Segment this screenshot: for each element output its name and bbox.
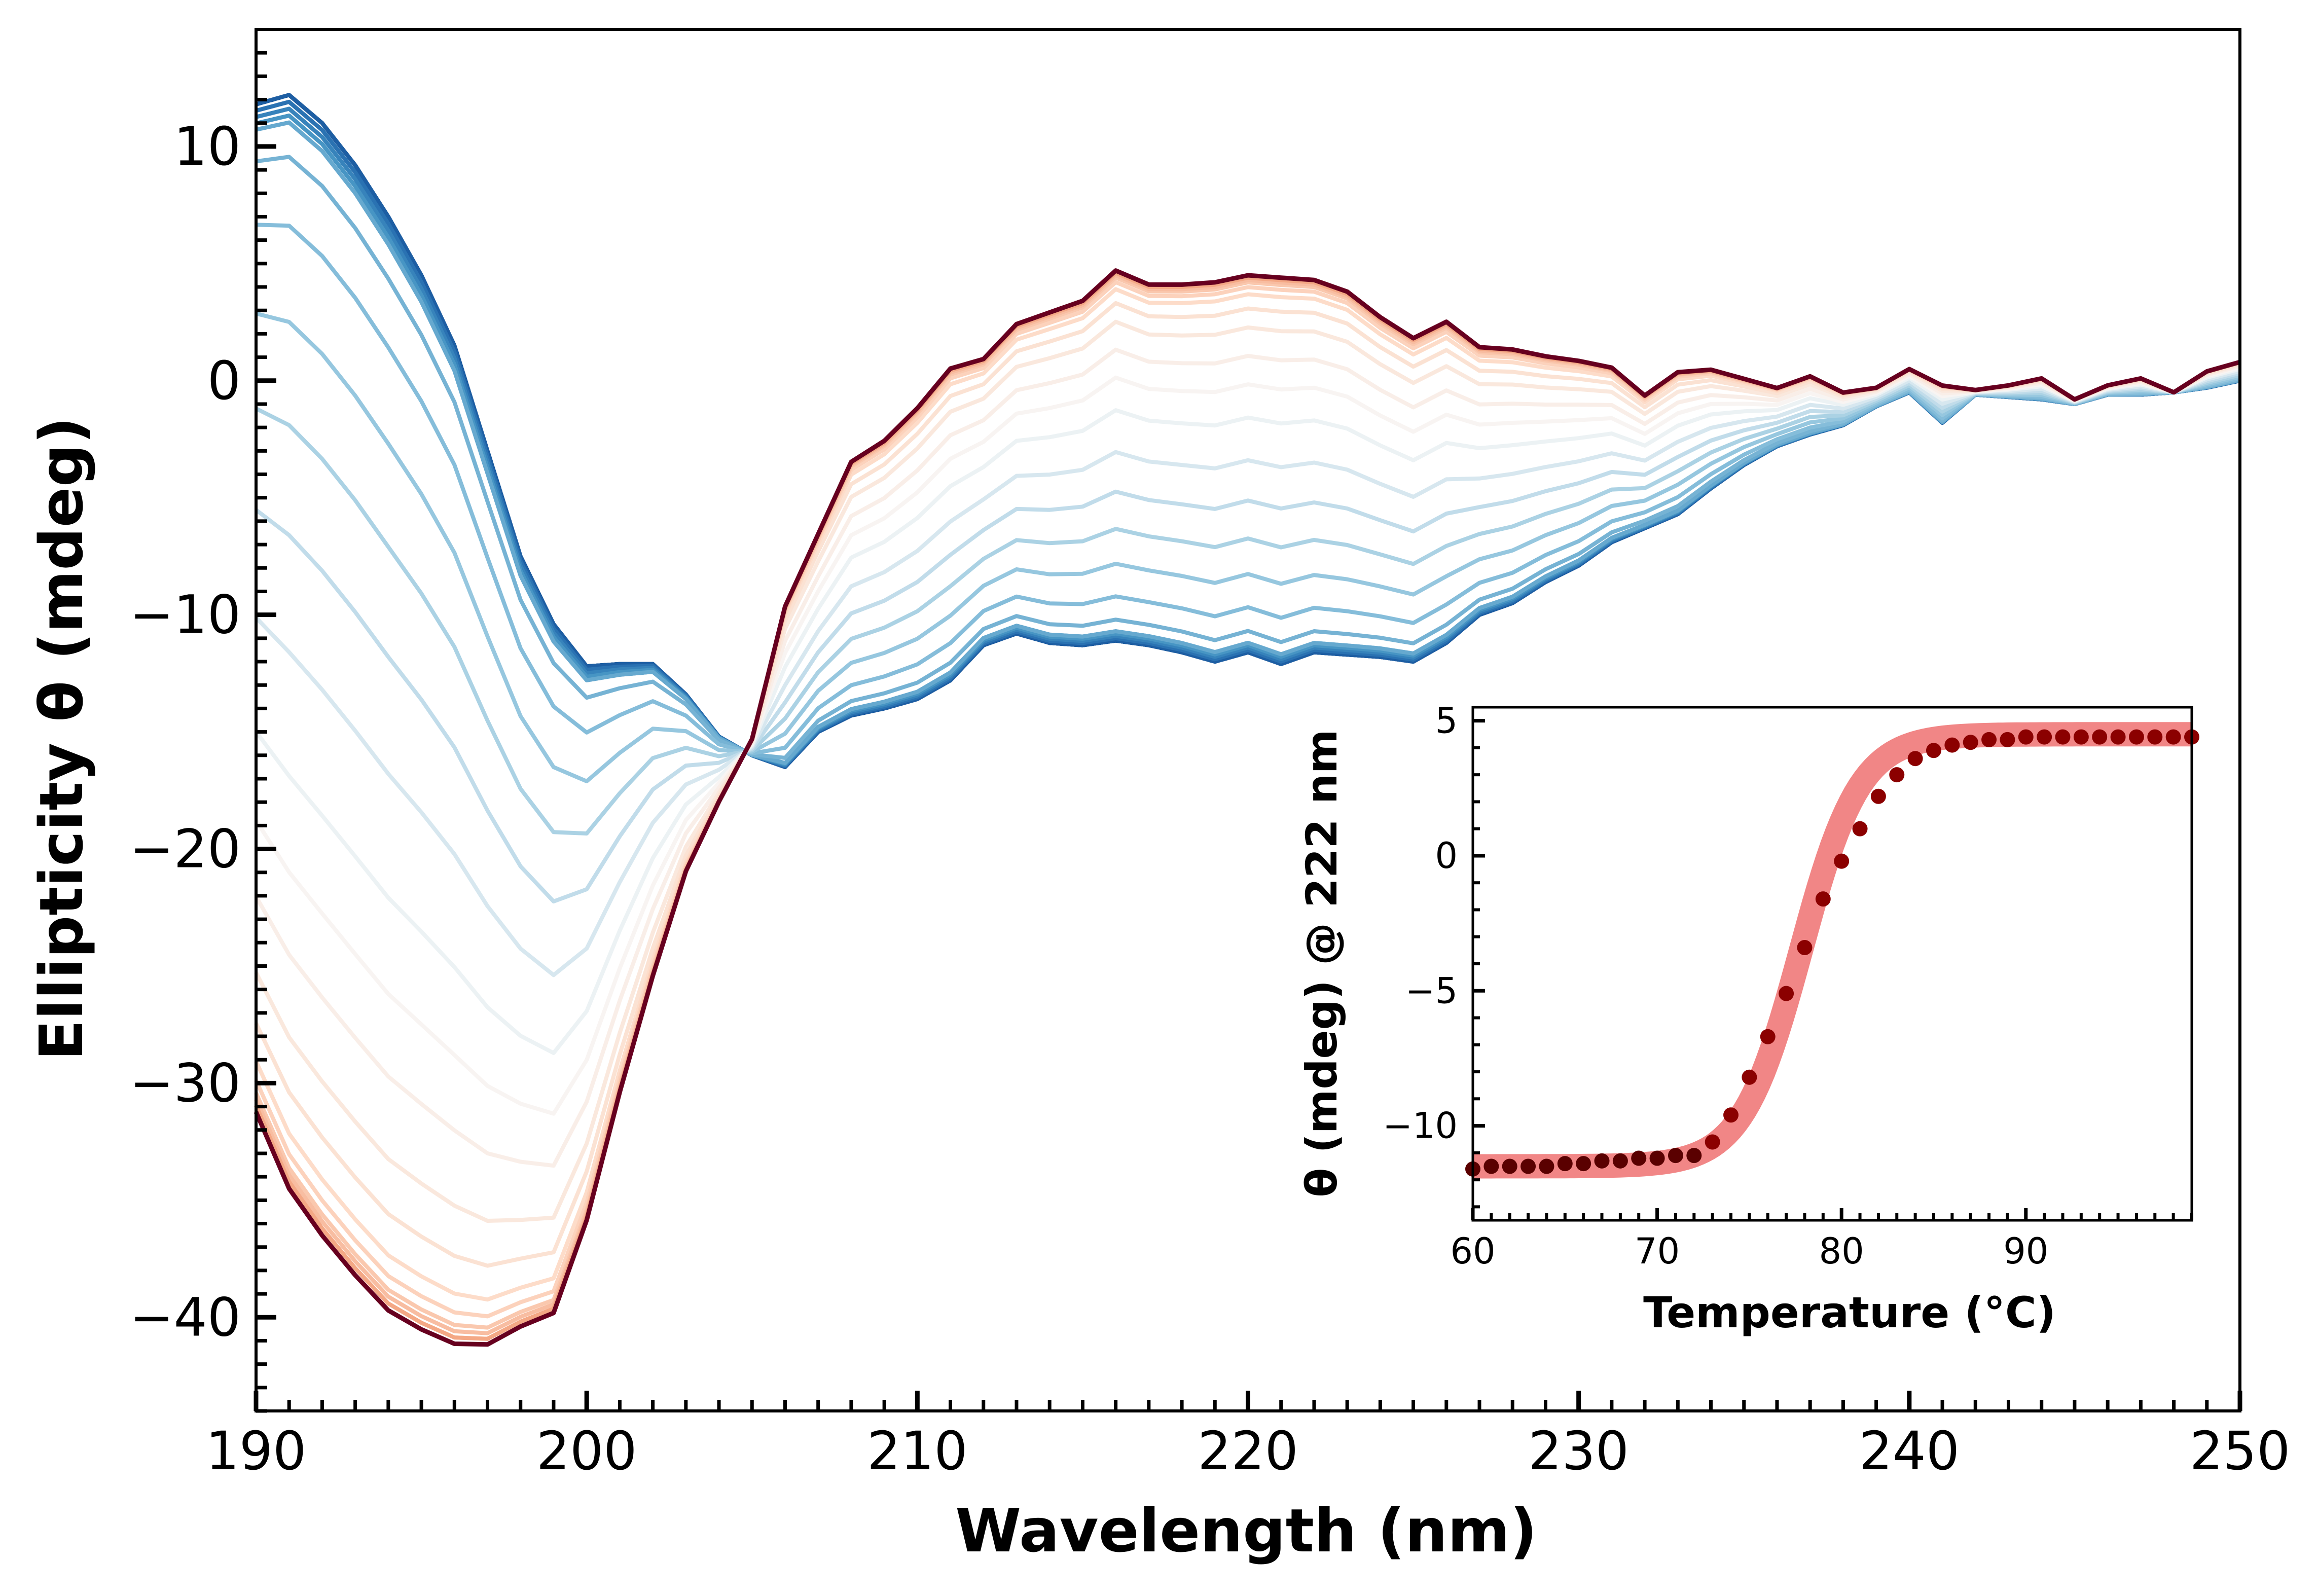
melt-point-62c <box>1502 1158 1517 1174</box>
main-x-tick-label: 210 <box>867 1420 968 1482</box>
melt-point-71c <box>1668 1148 1683 1164</box>
spectrum-line-78c <box>255 369 2240 977</box>
inset-y-tick-label: 5 <box>1435 700 1458 742</box>
melt-point-85c <box>1926 743 1941 758</box>
melt-point-91c <box>2037 729 2052 745</box>
main-plot-curves <box>254 93 2241 1347</box>
melt-point-74c <box>1723 1107 1739 1123</box>
melt-point-92c <box>2055 729 2071 745</box>
melt-point-95c <box>2110 729 2126 745</box>
melt-point-83c <box>1889 767 1905 783</box>
melt-point-81c <box>1852 821 1868 837</box>
melt-point-80c <box>1834 853 1850 869</box>
inset-x-tick-label: 60 <box>1450 1230 1495 1272</box>
spectrum-line-67c <box>256 106 2240 767</box>
melt-point-61c <box>1483 1158 1499 1174</box>
main-y-tick-label: −30 <box>130 1052 241 1114</box>
inset-x-tick-label: 90 <box>2003 1230 2048 1272</box>
melt-point-78c <box>1797 940 1813 956</box>
melt-point-87c <box>1963 735 1978 750</box>
spectrum-line-64c <box>255 93 2240 769</box>
spectrum-line-72c <box>256 120 2240 765</box>
melt-point-82c <box>1870 788 1886 804</box>
melt-point-77c <box>1779 986 1794 1001</box>
spectrum-line-74c <box>256 223 2240 755</box>
melt-point-65c <box>1557 1156 1573 1172</box>
main-y-tick-label: −10 <box>130 584 241 646</box>
melt-point-73c <box>1705 1134 1720 1150</box>
spectrum-line-69c <box>256 114 2240 766</box>
melt-point-96c <box>2128 729 2144 745</box>
spectrum-line-77c <box>255 371 2240 903</box>
main-y-tick-label: 10 <box>174 116 241 177</box>
melt-point-66c <box>1576 1156 1591 1172</box>
spectrum-line-65c <box>255 99 2240 768</box>
melt-point-84c <box>1907 751 1923 767</box>
spectrum-line-66c <box>255 99 2240 768</box>
inset-y-tick-label: −5 <box>1405 970 1458 1011</box>
melt-point-88c <box>1981 732 1997 747</box>
main-x-tick-label: 200 <box>536 1420 637 1482</box>
inset-plot: 60 70 80 90 5 0 −5 −10 Temperature (°C) θ (mdeg… <box>1297 700 2199 1337</box>
inset-background <box>1473 707 2192 1220</box>
melt-point-63c <box>1520 1158 1536 1174</box>
melt-point-70c <box>1649 1150 1665 1166</box>
main-x-tick-label: 220 <box>1198 1420 1298 1482</box>
spectrum-line-62c <box>255 93 2240 769</box>
main-x-tick-label: 230 <box>1528 1420 1629 1482</box>
melt-point-79c <box>1815 891 1831 907</box>
spectrum-line-68c <box>256 106 2240 767</box>
main-x-tick-label: 250 <box>2190 1420 2291 1482</box>
main-y-tick-label: −20 <box>130 818 241 880</box>
melt-point-76c <box>1760 1029 1776 1044</box>
spectrum-line-60c <box>255 93 2240 769</box>
melt-point-64c <box>1539 1158 1554 1174</box>
melt-point-97c <box>2147 729 2163 745</box>
inset-x-tick-label: 80 <box>1819 1230 1864 1272</box>
main-y-axis-label: Ellipticity θ (mdeg) <box>26 417 96 1061</box>
melt-point-94c <box>2092 729 2108 745</box>
inset-y-tick-label: −10 <box>1383 1105 1458 1147</box>
melt-point-90c <box>2018 729 2034 745</box>
spectrum-line-71c <box>256 120 2240 765</box>
inset-y-tick-label: 0 <box>1435 835 1458 877</box>
melt-point-67c <box>1594 1153 1610 1169</box>
inset-x-tick-label: 70 <box>1635 1230 1680 1272</box>
spectrum-line-63c <box>255 93 2240 769</box>
main-x-axis-label: Wavelength (nm) <box>955 1496 1537 1566</box>
spectrum-line-99c <box>254 268 2241 1347</box>
main-x-tick-label: 190 <box>206 1420 307 1482</box>
melt-point-72c <box>1686 1148 1702 1164</box>
melt-point-98c <box>2165 729 2181 745</box>
melt-point-93c <box>2073 729 2089 745</box>
spectrum-line-73c <box>256 155 2240 760</box>
melt-point-75c <box>1742 1069 1757 1085</box>
main-plot-axes: 190 200 210 220 230 240 250 10 0 −10 −20 −30 −40 <box>130 28 2291 1482</box>
inset-plot-axes: 60 70 80 90 5 0 −5 −10 <box>1383 700 2193 1272</box>
spectrum-line-61c <box>255 93 2240 769</box>
main-x-tick-label: 240 <box>1859 1420 1960 1482</box>
melt-point-69c <box>1631 1150 1647 1166</box>
sigmoid-fit-curve <box>1465 722 2199 1179</box>
spectrum-line-70c <box>256 114 2240 766</box>
inset-fit-band <box>1465 722 2199 1179</box>
main-y-tick-label: 0 <box>207 350 241 412</box>
inset-y-axis-label: θ (mdeg) @ 222 nm <box>1297 730 1347 1198</box>
melt-point-86c <box>1944 737 1960 753</box>
inset-data-points <box>1465 729 2199 1177</box>
melt-point-68c <box>1612 1153 1628 1169</box>
inset-x-axis-label: Temperature (°C) <box>1643 1288 2056 1337</box>
melt-point-89c <box>2000 732 2015 747</box>
main-y-tick-label: −40 <box>130 1286 241 1348</box>
